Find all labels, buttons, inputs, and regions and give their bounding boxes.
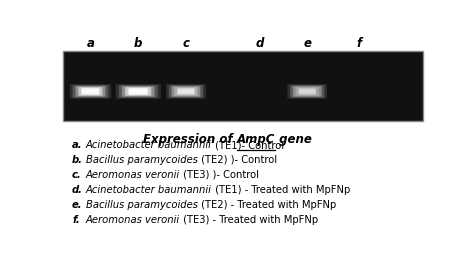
FancyBboxPatch shape: [290, 85, 324, 98]
Text: c.: c.: [72, 170, 82, 180]
FancyBboxPatch shape: [63, 51, 423, 121]
Text: f.: f.: [72, 215, 80, 224]
FancyBboxPatch shape: [177, 88, 195, 95]
FancyBboxPatch shape: [293, 86, 321, 97]
Text: a.: a.: [72, 140, 82, 150]
FancyBboxPatch shape: [70, 84, 111, 99]
Text: Acinetobacter baumannii: Acinetobacter baumannii: [86, 140, 211, 150]
FancyBboxPatch shape: [122, 86, 155, 97]
Text: d: d: [255, 37, 264, 50]
FancyBboxPatch shape: [174, 87, 198, 96]
Text: (TE2) )- Control: (TE2) )- Control: [198, 155, 277, 165]
FancyBboxPatch shape: [82, 89, 99, 94]
Text: b.: b.: [72, 155, 83, 165]
FancyBboxPatch shape: [128, 88, 148, 95]
Text: Aeromonas veronii: Aeromonas veronii: [86, 215, 180, 224]
FancyBboxPatch shape: [299, 89, 315, 94]
FancyBboxPatch shape: [287, 84, 327, 99]
Text: f: f: [356, 37, 361, 50]
FancyBboxPatch shape: [116, 84, 161, 99]
FancyBboxPatch shape: [178, 89, 194, 94]
Text: (TE1)- Control: (TE1)- Control: [211, 140, 284, 150]
FancyBboxPatch shape: [169, 85, 203, 98]
Text: Bacillus paramycoides: Bacillus paramycoides: [86, 155, 198, 165]
Text: (TE2) - Treated with MpFNp: (TE2) - Treated with MpFNp: [198, 200, 336, 210]
FancyBboxPatch shape: [75, 86, 105, 97]
Text: Aeromonas veronii: Aeromonas veronii: [86, 170, 180, 180]
Text: e: e: [303, 37, 311, 50]
FancyBboxPatch shape: [296, 87, 319, 96]
FancyBboxPatch shape: [82, 88, 100, 95]
Text: Acinetobacter baumannii: Acinetobacter baumannii: [86, 185, 211, 195]
FancyBboxPatch shape: [119, 85, 158, 98]
Text: b: b: [134, 37, 142, 50]
Text: d.: d.: [72, 185, 83, 195]
Text: (TE3) - Treated with MpFNp: (TE3) - Treated with MpFNp: [180, 215, 318, 224]
FancyBboxPatch shape: [125, 87, 151, 96]
Text: (TE3) )- Control: (TE3) )- Control: [180, 170, 259, 180]
Text: gene: gene: [275, 132, 312, 146]
Text: e.: e.: [72, 200, 82, 210]
Text: c: c: [182, 37, 190, 50]
FancyBboxPatch shape: [129, 89, 147, 94]
Text: Bacillus paramycoides: Bacillus paramycoides: [86, 200, 198, 210]
Text: a: a: [87, 37, 94, 50]
FancyBboxPatch shape: [78, 87, 102, 96]
FancyBboxPatch shape: [166, 84, 206, 99]
FancyBboxPatch shape: [172, 86, 201, 97]
Text: (TE1) - Treated with MpFNp: (TE1) - Treated with MpFNp: [211, 185, 350, 195]
FancyBboxPatch shape: [299, 88, 316, 95]
Text: AmpC: AmpC: [237, 132, 275, 146]
Text: Expression of: Expression of: [143, 132, 237, 146]
FancyBboxPatch shape: [73, 85, 109, 98]
